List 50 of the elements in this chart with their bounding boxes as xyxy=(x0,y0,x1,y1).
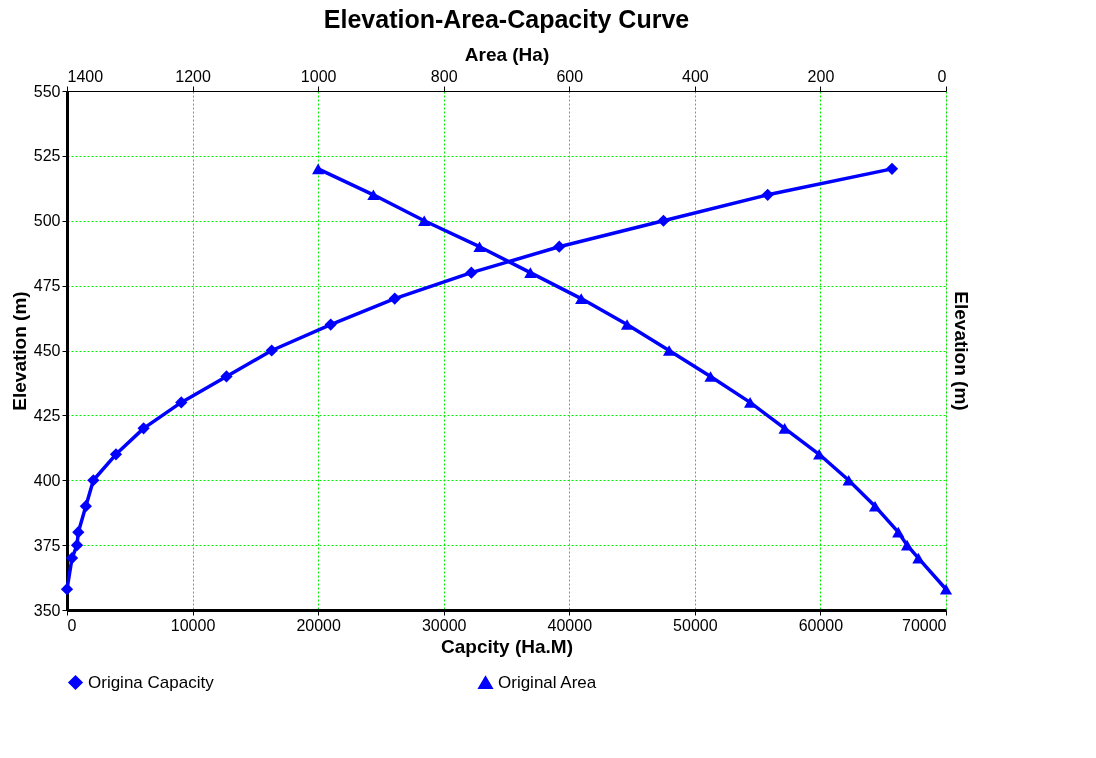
x2-tick-label: 0 xyxy=(937,67,947,85)
point xyxy=(137,422,150,435)
x2-tick-label: 600 xyxy=(556,67,584,85)
point xyxy=(60,583,74,596)
point xyxy=(553,240,566,253)
x2-tick-label: 1400 xyxy=(67,67,104,85)
x2-axis-title: Area (Ha) xyxy=(464,43,550,65)
point xyxy=(65,551,79,565)
point xyxy=(87,474,100,487)
y-axis-title: Elevation (m) xyxy=(8,291,30,411)
x-tick-label: 10000 xyxy=(170,616,216,634)
y-tick-label: 400 xyxy=(33,471,61,489)
point xyxy=(657,214,670,227)
point xyxy=(885,162,899,175)
x2-tick-label: 800 xyxy=(430,67,458,85)
x-tick-label: 40000 xyxy=(547,616,593,634)
y-tick-label: 550 xyxy=(33,82,61,100)
chart-title: Elevation-Area-Capacity Curve xyxy=(323,5,690,33)
x2-tick-label: 400 xyxy=(682,67,709,85)
y-tick-label: 425 xyxy=(33,406,61,424)
x-tick-label: 60000 xyxy=(798,616,844,634)
y-tick-label: 525 xyxy=(33,147,61,165)
point xyxy=(79,500,92,513)
legend-label: Origina Capacity xyxy=(88,672,215,692)
y-tick-label: 475 xyxy=(33,277,61,295)
y-tick-label: 500 xyxy=(33,212,61,230)
point xyxy=(324,318,337,331)
legend-label: Original Area xyxy=(498,672,597,692)
point xyxy=(265,344,278,357)
x-axis-title: Capcity (Ha.M) xyxy=(441,635,573,657)
x-tick-label: 0 xyxy=(67,616,77,634)
x-tick-label: 50000 xyxy=(673,616,718,634)
point xyxy=(72,526,85,539)
y2-axis-title: Elevation (m) xyxy=(950,291,972,411)
x2-tick-label: 200 xyxy=(807,67,835,85)
y-tick-label: 350 xyxy=(33,601,61,619)
x-tick-label: 70000 xyxy=(902,616,947,634)
x2-tick-label: 1000 xyxy=(300,67,337,85)
x2-tick-label: 1200 xyxy=(175,67,211,85)
point xyxy=(220,370,233,383)
x-tick-label: 30000 xyxy=(421,616,467,634)
point xyxy=(761,188,774,201)
point xyxy=(175,396,188,409)
point xyxy=(70,539,84,552)
point xyxy=(388,292,401,305)
point xyxy=(109,448,123,461)
point xyxy=(465,266,478,279)
y-tick-label: 450 xyxy=(33,342,61,359)
y-tick-label: 375 xyxy=(33,536,61,554)
x-tick-label: 20000 xyxy=(296,616,341,634)
